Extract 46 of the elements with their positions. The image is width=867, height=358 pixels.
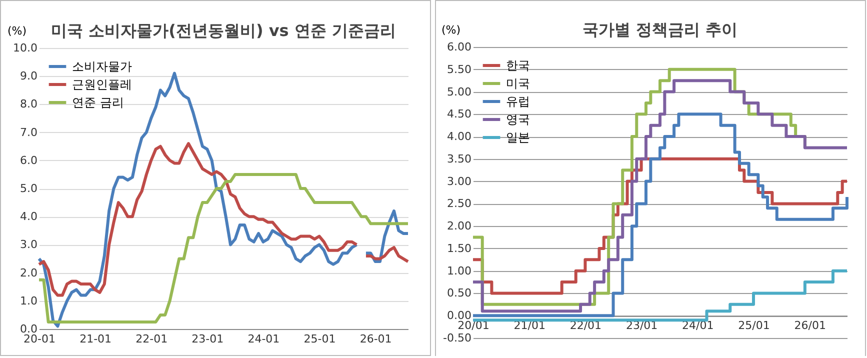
chart-title: 미국 소비자물가(전년동월비) vs 연준 기준금리 xyxy=(51,21,396,40)
y-tick-label: 1.0 xyxy=(20,294,38,308)
legend-label: 미국 xyxy=(506,76,530,90)
x-tick-label: 25-01 xyxy=(304,332,336,346)
y-tick-label: 6.00 xyxy=(447,40,472,54)
x-tick-label: 22-01 xyxy=(136,332,168,346)
x-tick-label: 26-01 xyxy=(360,332,392,346)
y-tick-label: 1.00 xyxy=(447,264,472,278)
legend-label: 영국 xyxy=(506,112,530,126)
x-tick-label: 25/01 xyxy=(738,319,770,332)
y-tick-label: 3.00 xyxy=(447,174,472,188)
y-tick-label: 10.0 xyxy=(13,42,38,54)
y-tick-label: 0.50 xyxy=(447,286,472,300)
x-tick-label: 26/01 xyxy=(794,319,826,332)
y-tick-label: 5.0 xyxy=(20,182,38,195)
legend-label: 한국 xyxy=(506,58,530,72)
legend-label: 유럽 xyxy=(506,94,530,108)
x-tick-label: 20-01 xyxy=(24,332,56,346)
y-tick-label: 2.00 xyxy=(447,220,472,233)
y-tick-label: 2.0 xyxy=(20,266,38,280)
y-tick-label: 3.0 xyxy=(20,238,38,252)
y-tick-label: 8.0 xyxy=(20,98,38,111)
y-tick-label: 9.0 xyxy=(20,70,38,83)
legend-label: 근원인플레 xyxy=(72,78,132,92)
y-tick-label: 2.50 xyxy=(447,197,472,210)
x-tick-label: 24-01 xyxy=(248,332,280,346)
y-tick-label: 4.00 xyxy=(447,130,472,144)
x-tick-label: 23-01 xyxy=(192,332,224,346)
legend-label: 연준 금리 xyxy=(72,96,124,110)
legend-label: 소비자물가 xyxy=(72,60,132,74)
y-tick-label: 6.0 xyxy=(20,154,38,167)
y-tick-label: 5.50 xyxy=(447,62,472,76)
y-axis-title: (%) xyxy=(442,24,461,36)
y-tick-label: 5.00 xyxy=(447,85,472,98)
y-axis-title: (%) xyxy=(8,24,27,38)
y-tick-label: 4.0 xyxy=(20,210,38,224)
chart-title: 국가별 정책금리 추이 xyxy=(582,20,738,39)
y-tick-label: 1.50 xyxy=(447,242,472,255)
y-tick-label: 4.50 xyxy=(447,108,472,121)
y-tick-label: -0.50 xyxy=(443,332,472,344)
y-tick-label: 0.0 xyxy=(20,322,38,336)
y-tick-label: 3.50 xyxy=(447,152,472,166)
y-tick-label: 7.0 xyxy=(20,126,38,139)
line-series xyxy=(38,172,410,324)
legend-label: 일본 xyxy=(506,130,530,144)
x-tick-label: 21-01 xyxy=(80,332,112,346)
